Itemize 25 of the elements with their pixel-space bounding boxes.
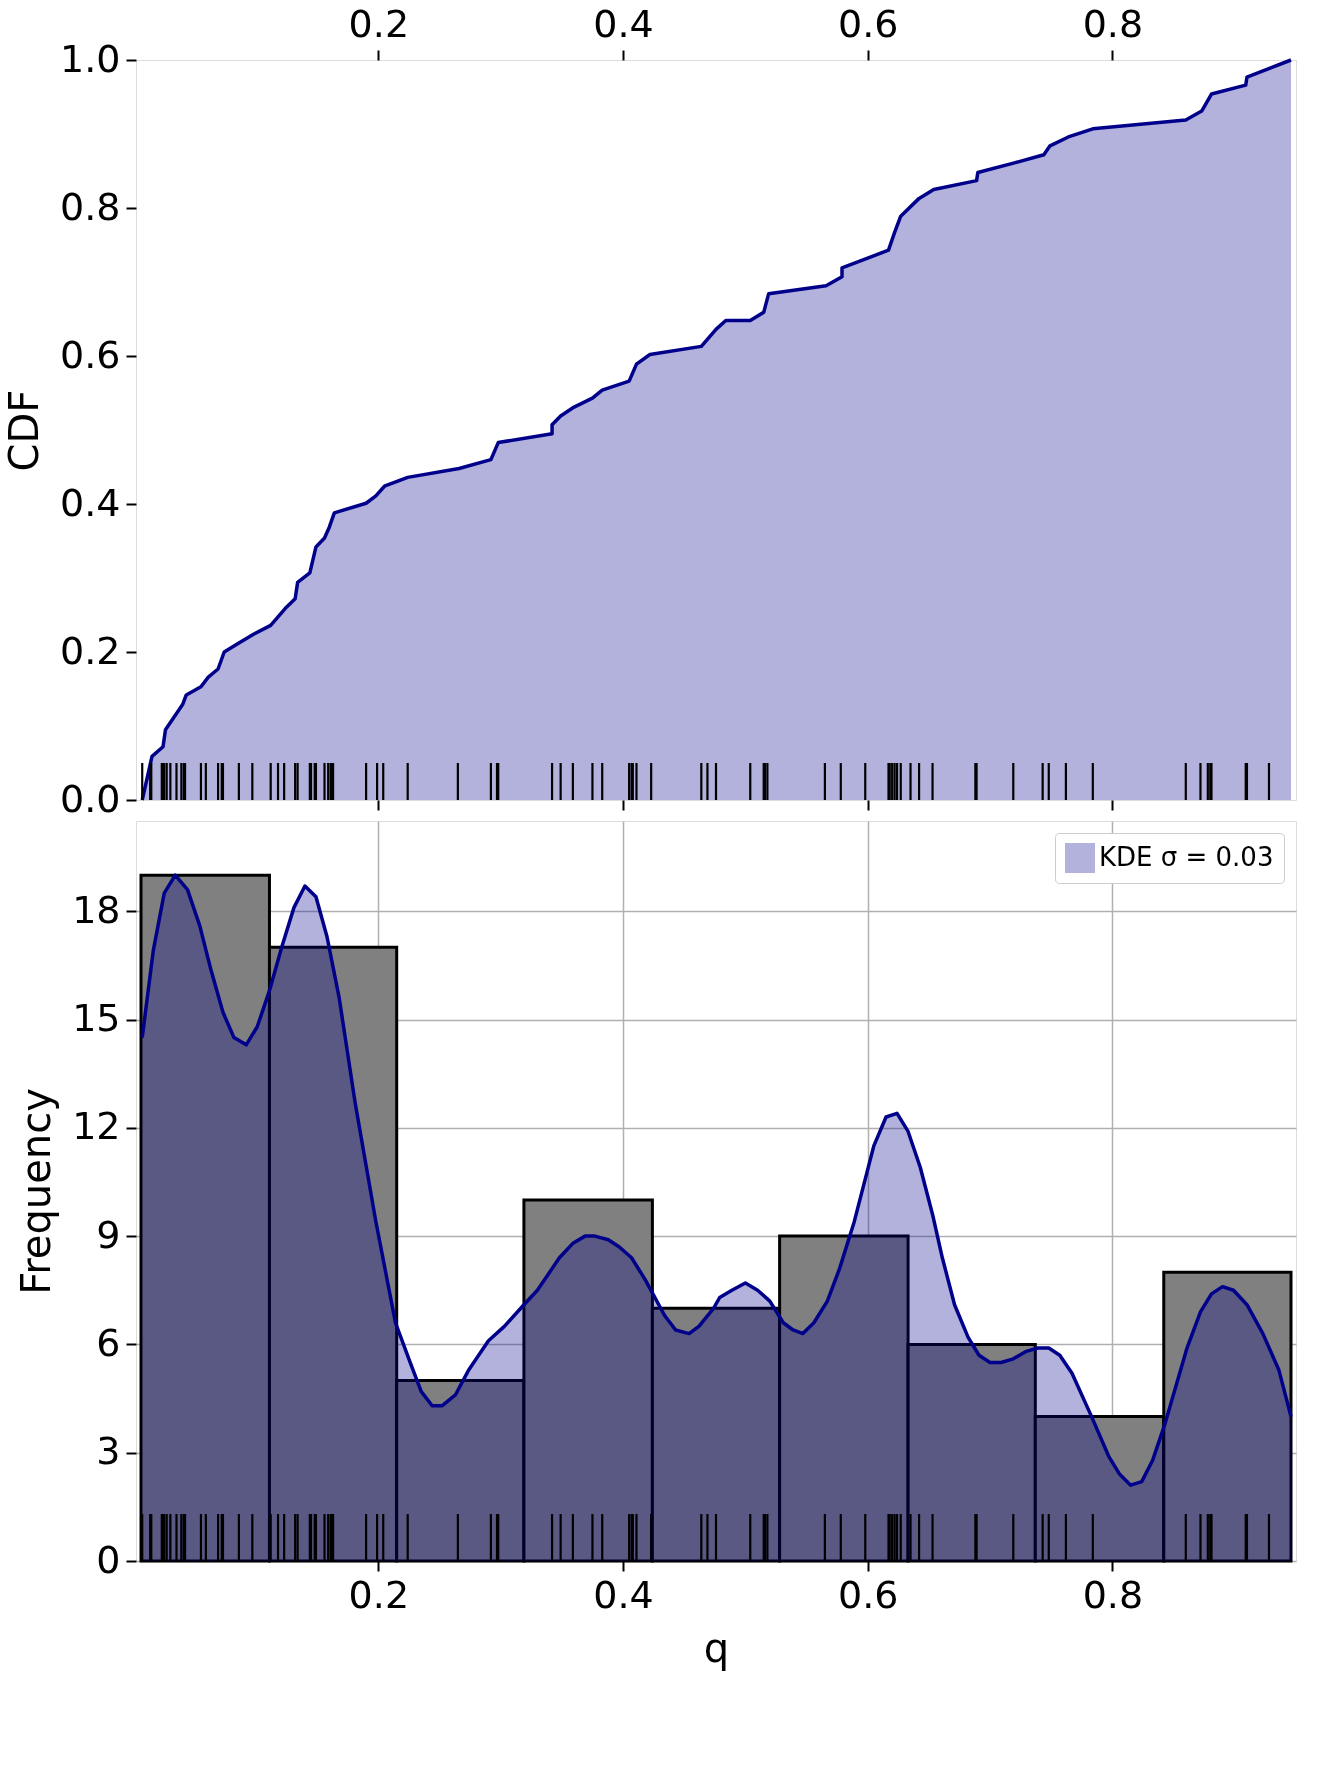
x2-tick-label: 0.8 bbox=[1082, 1, 1144, 46]
y-tick-label: 9 bbox=[96, 1212, 121, 1257]
y-tick-label: 1.0 bbox=[60, 36, 121, 81]
y-tick-label: 0.4 bbox=[60, 480, 121, 525]
x2-tick-label: 0.6 bbox=[837, 1, 899, 46]
y-axis-title: Frequency bbox=[13, 1088, 60, 1295]
y-tick-label: 0.0 bbox=[60, 776, 121, 821]
y-tick-label: 3 bbox=[96, 1429, 121, 1474]
y-tick-label: 18 bbox=[72, 887, 121, 932]
y-tick-label: 0.8 bbox=[60, 184, 121, 229]
y-tick-label: 15 bbox=[72, 996, 121, 1041]
x-tick-label: 0.4 bbox=[593, 1572, 654, 1617]
y-tick-label: 0.2 bbox=[60, 628, 121, 673]
x-tick-label: 0.2 bbox=[348, 1572, 410, 1617]
y-tick-label: 6 bbox=[96, 1320, 121, 1365]
x2-tick-label: 0.2 bbox=[348, 1, 410, 46]
y-tick-label: 0 bbox=[96, 1537, 121, 1582]
legend-label: KDE σ = 0.03 bbox=[1099, 842, 1274, 872]
x-tick-label: 0.6 bbox=[837, 1572, 899, 1617]
y-axis-title: CDF bbox=[1, 389, 48, 472]
x2-tick-label: 0.4 bbox=[593, 1, 654, 46]
x-tick-label: 0.8 bbox=[1082, 1572, 1144, 1617]
y-tick-label: 0.6 bbox=[60, 332, 121, 377]
x-axis-title: q bbox=[703, 1624, 730, 1671]
y-tick-label: 12 bbox=[72, 1104, 121, 1149]
